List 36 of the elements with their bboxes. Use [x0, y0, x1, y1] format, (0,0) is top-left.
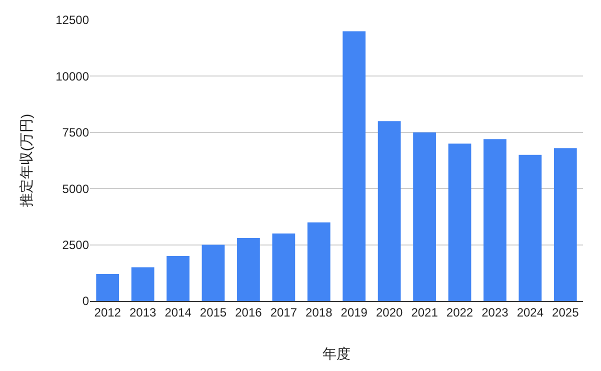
y-tick-label: 0 [82, 294, 90, 308]
bar [413, 132, 436, 301]
bar [307, 222, 330, 301]
x-tick-label: 2024 [516, 305, 544, 320]
x-tick-label: 2017 [270, 305, 298, 320]
x-tick-label: 2015 [200, 305, 227, 320]
x-tick-label: 2012 [94, 305, 122, 320]
y-tick-label: 7500 [62, 126, 90, 140]
bar [166, 256, 190, 301]
x-tick-label: 2013 [129, 305, 156, 320]
bar [272, 234, 296, 301]
bar [202, 244, 225, 301]
x-tick-label: 2020 [376, 305, 403, 320]
x-tick-label: 2021 [411, 305, 438, 320]
x-axis-title: 年度 [322, 346, 350, 362]
bar [237, 238, 260, 301]
bar [518, 154, 542, 301]
y-axis-title: 推定年収(万円) [18, 114, 34, 208]
y-tick-label: 12500 [56, 13, 90, 28]
x-tick-label: 2016 [235, 305, 262, 320]
bar [484, 139, 506, 301]
y-tick-label: 2500 [62, 238, 90, 252]
x-tick-label: 2025 [552, 305, 580, 320]
bar [448, 144, 472, 301]
bar [131, 267, 154, 301]
bar [342, 31, 366, 301]
x-tick-label: 2014 [164, 305, 192, 320]
y-tick-label: 5000 [62, 182, 90, 196]
y-tick-label: 10000 [56, 69, 90, 84]
x-tick-label: 2018 [306, 305, 333, 320]
bar [96, 274, 120, 301]
x-tick-label: 2022 [446, 305, 474, 320]
x-tick-label: 2023 [482, 305, 509, 320]
bar [378, 121, 401, 301]
bar [554, 148, 577, 301]
x-tick-label: 2019 [340, 305, 368, 320]
